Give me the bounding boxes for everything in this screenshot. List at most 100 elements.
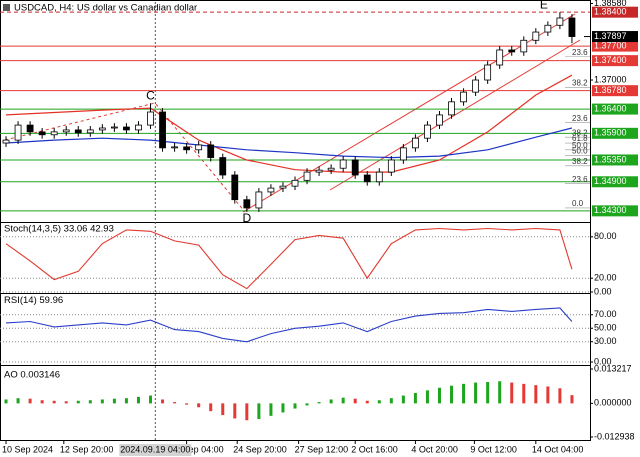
y-tick-label: 30.00 bbox=[594, 336, 617, 346]
candle-body bbox=[159, 111, 166, 149]
candle-body bbox=[86, 129, 94, 134]
candle-body bbox=[74, 129, 82, 134]
level-label: 1.34900 bbox=[594, 176, 627, 186]
level-label: 1.34300 bbox=[594, 205, 627, 215]
candle-body bbox=[484, 64, 492, 81]
level-label-box bbox=[592, 127, 638, 139]
fib-label: 23.6 bbox=[572, 175, 588, 184]
ao-bar bbox=[52, 400, 56, 404]
ao-bar bbox=[40, 400, 44, 404]
ao-bar bbox=[197, 403, 201, 408]
ao-bar bbox=[317, 402, 321, 404]
y-tick-label: 1.38580 bbox=[594, 0, 627, 8]
candle-body bbox=[544, 24, 552, 33]
fib-label: 61.8 bbox=[572, 134, 588, 143]
ao-bar bbox=[185, 403, 189, 405]
level-label-box bbox=[592, 154, 638, 166]
level-label-box bbox=[592, 85, 638, 97]
ao-bar bbox=[124, 398, 128, 404]
x-tick-label: 9 Oct 12:00 bbox=[470, 444, 517, 454]
y-tick-label: 0.013217 bbox=[594, 363, 632, 373]
candle-body bbox=[460, 91, 467, 103]
wave-label: C bbox=[146, 88, 155, 102]
fib-label: 0.0 bbox=[572, 199, 584, 208]
wave-label: D bbox=[243, 211, 252, 225]
ao-bar bbox=[534, 385, 538, 404]
level-label: 1.36780 bbox=[594, 85, 627, 95]
x-tick-label: 12 Sep 20:00 bbox=[60, 444, 114, 454]
trend-drawings bbox=[4, 13, 581, 213]
ao-bar bbox=[209, 403, 213, 412]
level-label: 1.35350 bbox=[594, 154, 627, 164]
wave-dashed-line bbox=[4, 102, 246, 213]
ao-bar bbox=[305, 403, 309, 406]
ao-bar bbox=[558, 388, 562, 404]
fib-label: 50.0 bbox=[572, 147, 588, 156]
y-tick-label: 1.37000 bbox=[594, 74, 627, 84]
ao-bar bbox=[401, 395, 405, 404]
candle-body bbox=[255, 191, 263, 209]
candle-body bbox=[38, 131, 46, 136]
ao-bar bbox=[437, 387, 441, 404]
y-tick-label: -0.012938 bbox=[594, 431, 635, 441]
candle-body bbox=[123, 126, 130, 131]
candle-body bbox=[147, 111, 154, 126]
x-tick-label: 24 Sep 20:00 bbox=[233, 444, 287, 454]
ao-bar bbox=[462, 383, 466, 404]
y-tick-label: 0.00 bbox=[594, 286, 612, 296]
candle-body bbox=[279, 185, 287, 189]
candle-body bbox=[520, 39, 528, 53]
candle-body bbox=[532, 31, 540, 41]
channel-line bbox=[242, 13, 576, 213]
candle-body bbox=[327, 167, 335, 171]
level-label-box bbox=[592, 176, 638, 188]
y-tick-label: 0.00 bbox=[594, 356, 612, 366]
level-label: 1.35900 bbox=[594, 128, 627, 138]
ao-bar bbox=[76, 400, 80, 404]
ao-bar bbox=[377, 400, 381, 404]
ao-bar bbox=[365, 400, 369, 404]
level-label: 1.38400 bbox=[594, 7, 627, 17]
candle-body bbox=[26, 124, 34, 133]
ao-bar bbox=[570, 395, 574, 404]
current-price-label: 1.37897 bbox=[594, 31, 627, 41]
ao-bar bbox=[112, 398, 116, 404]
candle-body bbox=[508, 49, 516, 53]
moving-average bbox=[5, 127, 573, 159]
candle-body bbox=[363, 174, 371, 183]
x-tick-label: 14 Oct 04:00 bbox=[532, 444, 584, 454]
candle-body bbox=[219, 157, 227, 176]
x-tick-label: 2 Oct 16:00 bbox=[351, 444, 398, 454]
x-tick-label: 4 Oct 20:00 bbox=[411, 444, 458, 454]
ao-bar bbox=[425, 390, 429, 404]
y-tick-label: 50.00 bbox=[594, 323, 617, 333]
candle-body bbox=[315, 169, 323, 173]
ao-bar bbox=[221, 403, 225, 416]
fib-label: 38.2 bbox=[572, 128, 588, 137]
crosshair-label-box bbox=[119, 444, 192, 456]
ao-bar bbox=[450, 385, 454, 404]
x-tick-label: Sep 04:00 bbox=[183, 444, 224, 454]
fib-label: 50.0 bbox=[572, 141, 588, 150]
wave-label: E bbox=[540, 0, 548, 11]
ao-bar bbox=[4, 399, 8, 404]
plot-frame bbox=[0, 0, 591, 441]
y-tick-label: 20.00 bbox=[594, 273, 617, 283]
panel-title: USDCAD, H4: US dollar vs Canadian dollar bbox=[14, 3, 197, 14]
ao-bar bbox=[245, 403, 249, 421]
level-label: 1.37400 bbox=[594, 55, 627, 65]
panel-title: AO 0.003146 bbox=[4, 370, 60, 381]
candle-body bbox=[231, 174, 239, 201]
candle-body bbox=[556, 17, 564, 26]
level-label-box bbox=[592, 205, 638, 217]
panel-title: Stoch(14,3,5) 33.06 42.93 bbox=[4, 224, 114, 235]
channel-line bbox=[329, 39, 581, 191]
candle-body bbox=[267, 187, 275, 193]
ao-bar bbox=[522, 383, 526, 404]
ao-bar bbox=[486, 382, 490, 404]
candle-body bbox=[195, 144, 203, 151]
value-axis: 1.38580 1.37000 1.38400 1.37700 1.37400 1.367… bbox=[590, 0, 638, 441]
candle-body bbox=[62, 129, 70, 133]
indicator-line bbox=[5, 227, 573, 290]
